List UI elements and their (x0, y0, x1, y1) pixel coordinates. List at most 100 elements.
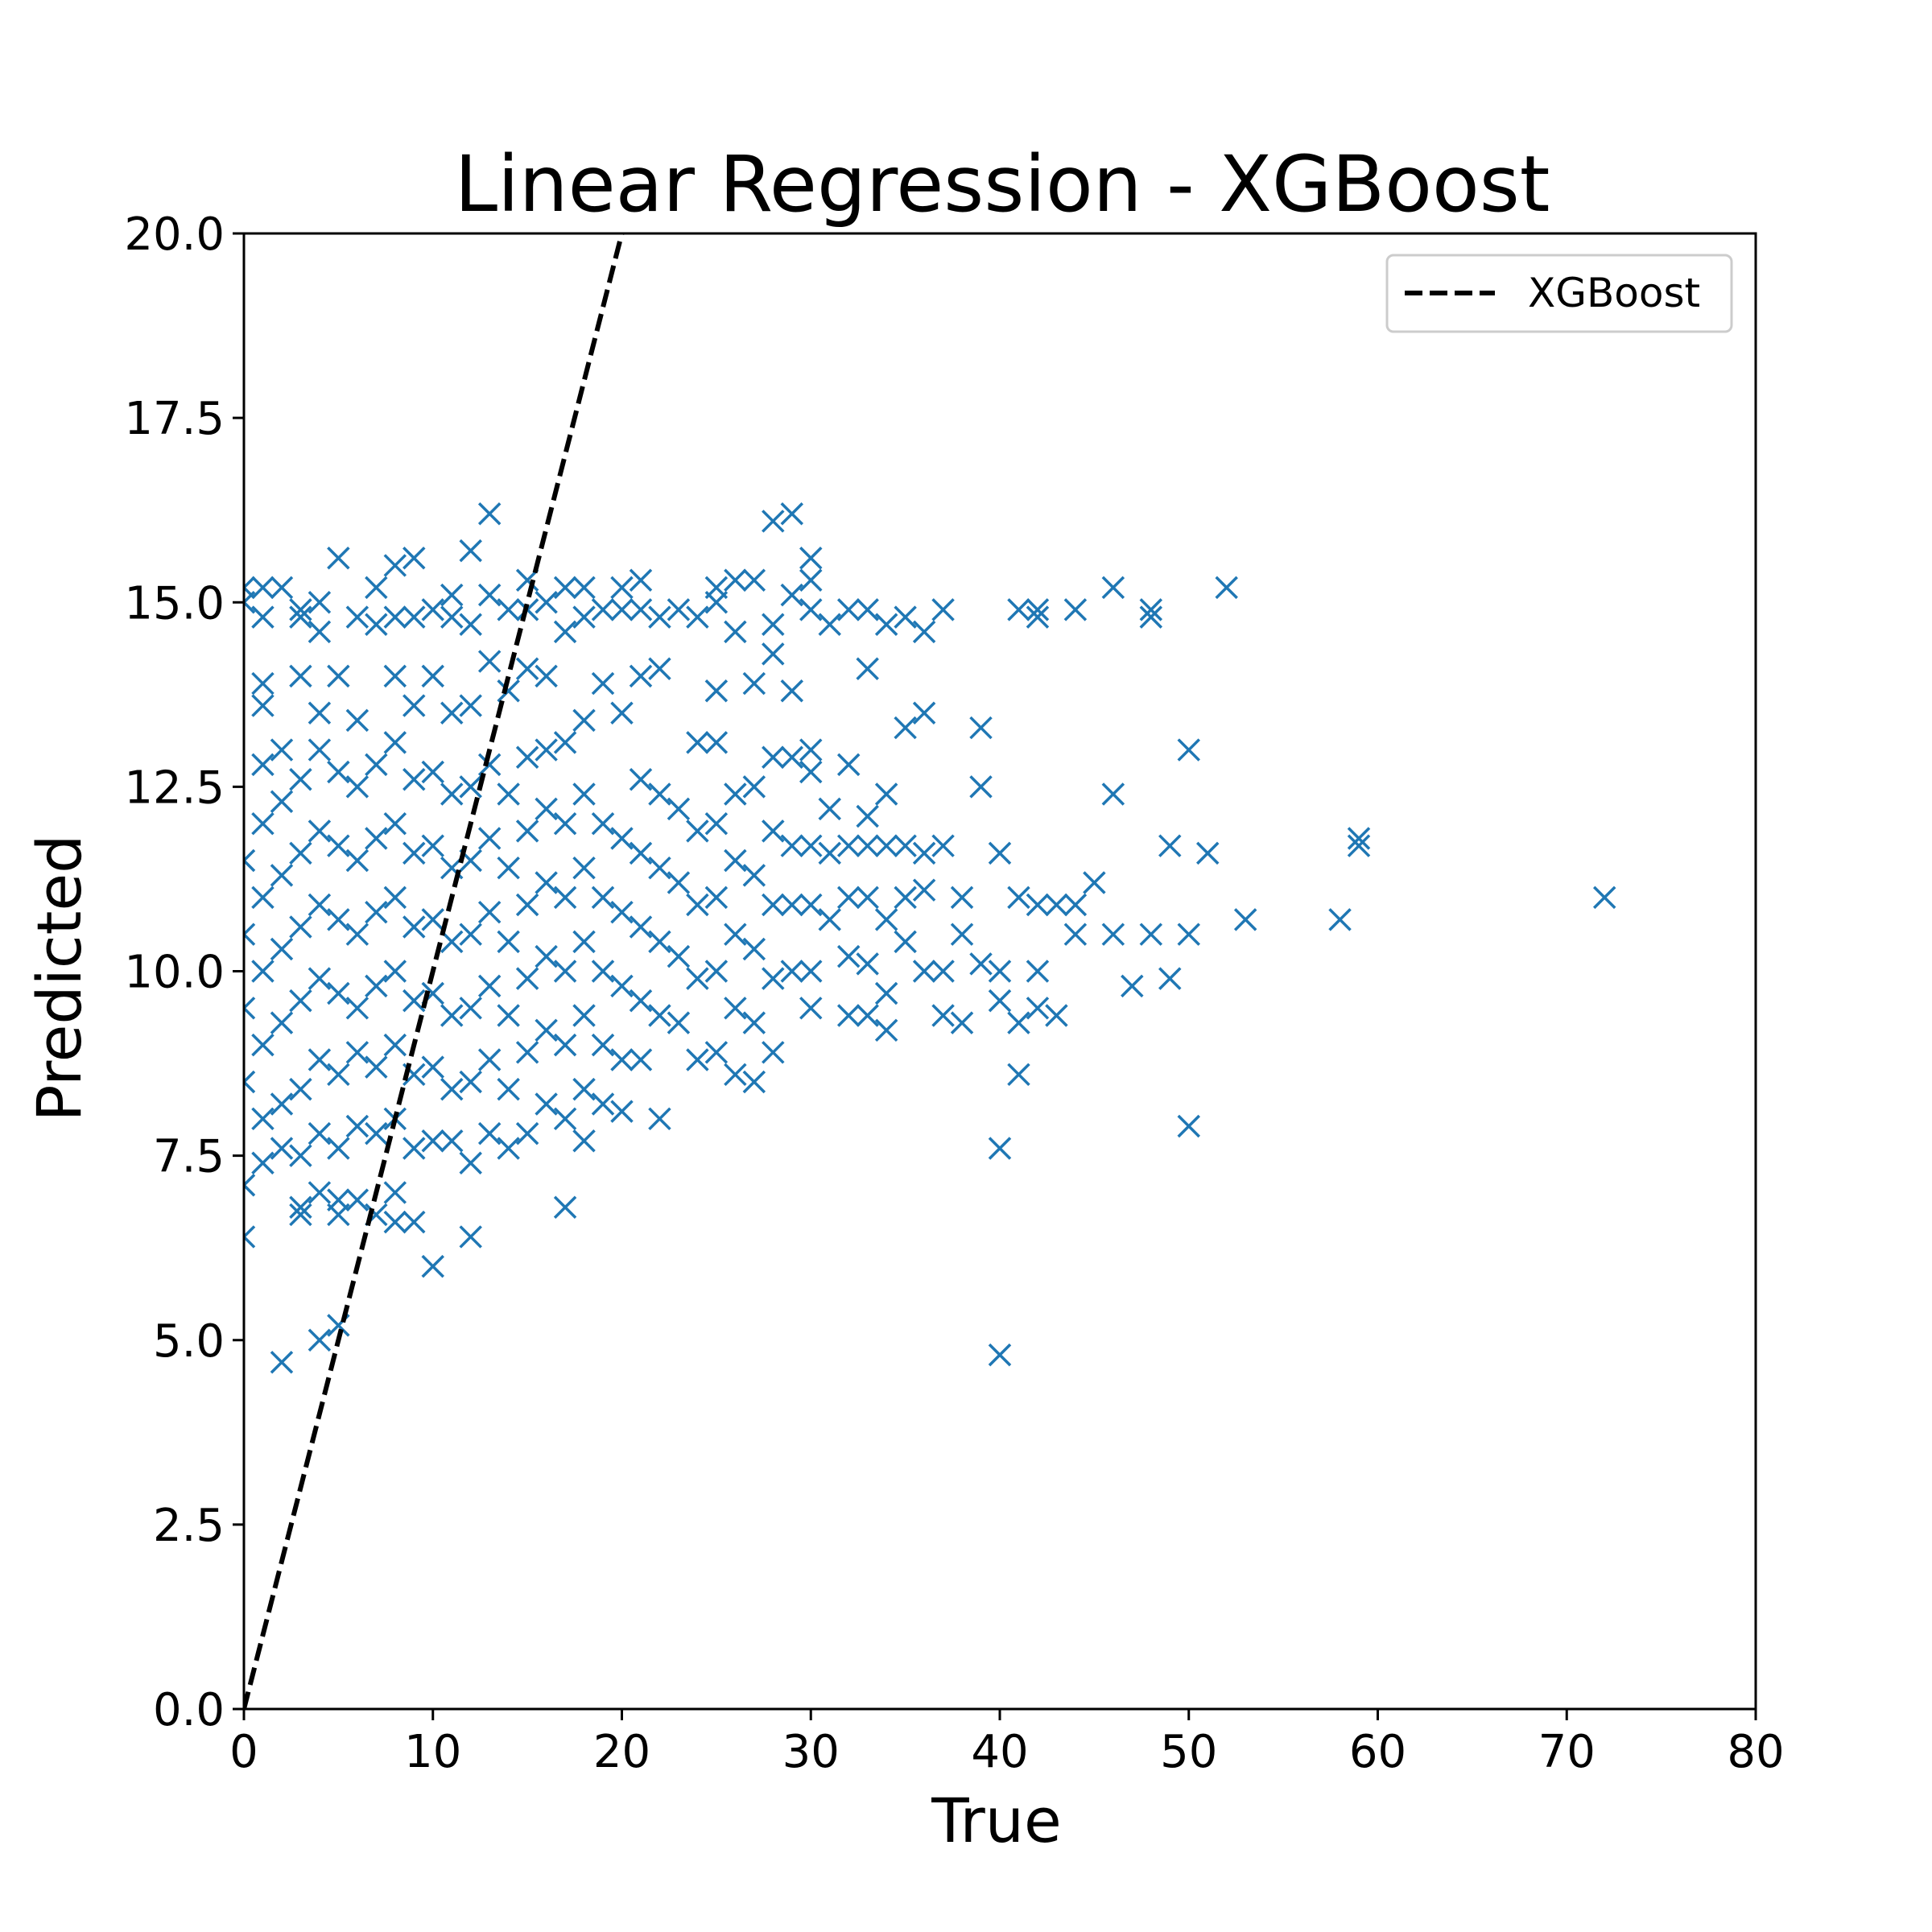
data-point (1139, 605, 1163, 629)
data-point (704, 1041, 729, 1064)
data-point-stroke (289, 1203, 312, 1227)
data-point-stroke (251, 694, 275, 717)
data-point (836, 1004, 861, 1027)
data-point (591, 1033, 615, 1057)
data-point (724, 848, 747, 873)
data-point-stroke (610, 974, 634, 998)
legend: XGBoost (1385, 254, 1733, 333)
data-point (477, 753, 502, 777)
data-point (535, 797, 558, 821)
data-point (553, 1033, 577, 1057)
data-point (308, 819, 332, 843)
data-point-stroke (402, 694, 426, 717)
data-point (327, 664, 350, 688)
data-point-stroke (950, 1011, 974, 1034)
data-point (1177, 738, 1200, 762)
data-point-stroke (477, 827, 502, 850)
data-point-stroke (459, 997, 482, 1020)
data-point (515, 1041, 539, 1064)
data-point (874, 613, 898, 636)
data-point (1026, 997, 1050, 1020)
data-point-stroke (244, 997, 256, 1010)
data-point-stroke (629, 841, 653, 865)
x-axis-ticks: 0 10 20 30 40 50 60 70 80 (229, 1709, 1785, 1778)
data-point-stroke (553, 886, 577, 910)
data-point (383, 1181, 407, 1204)
data-point-stroke (1347, 834, 1371, 857)
data-point-stroke (572, 1077, 596, 1101)
data-point (762, 1041, 785, 1064)
data-point (553, 1107, 577, 1131)
y-tick-label: 5.0 (153, 1315, 225, 1368)
data-point-stroke (244, 1225, 256, 1239)
data-point-stroke (421, 834, 444, 857)
data-point (251, 960, 275, 983)
legend-label: XGBoost (1528, 270, 1700, 316)
data-point (327, 547, 350, 570)
data-point-stroke (799, 834, 823, 857)
data-point-stroke (667, 871, 691, 894)
data-point (365, 613, 388, 636)
data-point (1158, 967, 1182, 990)
data-point (610, 576, 634, 600)
data-point-stroke (572, 1129, 596, 1153)
data-point (289, 767, 312, 791)
data-point (912, 701, 936, 724)
data-point-stroke (724, 848, 747, 873)
data-point-stroke (289, 598, 312, 621)
xgboost-line (244, 233, 625, 1709)
data-point-stroke (251, 1033, 275, 1057)
data-point (742, 864, 766, 887)
data-point-stroke (1139, 605, 1163, 629)
data-point-stroke (440, 583, 464, 607)
data-point (912, 960, 936, 983)
data-point (270, 937, 294, 961)
data-point-stroke (402, 1137, 426, 1160)
data-point-stroke (515, 657, 539, 680)
data-point-stroke (969, 952, 993, 976)
data-point-stroke (780, 679, 804, 703)
data-point-stroke (762, 510, 785, 533)
x-tick-label: 0 (229, 1726, 258, 1778)
data-point (762, 893, 785, 917)
data-point-stroke (836, 886, 861, 910)
data-point-stroke (969, 775, 993, 799)
data-point-stroke (629, 989, 653, 1013)
data-point-stroke (818, 613, 841, 636)
data-point (289, 915, 312, 939)
data-point (988, 960, 1012, 983)
data-point-stroke (497, 782, 520, 806)
data-point-stroke (894, 716, 917, 740)
data-point (535, 591, 558, 614)
data-point (553, 731, 577, 754)
data-point-stroke (931, 1004, 955, 1027)
data-point-stroke (780, 960, 804, 983)
data-point (440, 1004, 464, 1027)
data-point (251, 753, 275, 777)
data-point-stroke (440, 1129, 464, 1153)
data-point-stroke (1026, 605, 1050, 629)
data-point-stroke (515, 568, 539, 592)
data-point-stroke (629, 664, 653, 688)
data-point-stroke (686, 893, 709, 917)
data-point-stroke (1026, 960, 1050, 983)
data-point-stroke (365, 576, 388, 600)
data-point (402, 694, 426, 717)
data-point (459, 997, 482, 1020)
data-point (289, 1144, 312, 1167)
data-point (648, 605, 671, 629)
data-point-stroke (591, 960, 615, 983)
data-point-stroke (440, 782, 464, 806)
data-point (799, 598, 823, 621)
data-point-stroke (1121, 974, 1144, 998)
data-point (894, 716, 917, 740)
data-point-stroke (856, 598, 879, 621)
data-point-stroke (894, 930, 917, 954)
x-tick-label: 70 (1538, 1726, 1596, 1778)
data-point-stroke (780, 502, 804, 526)
data-point (251, 671, 275, 696)
data-point-stroke (535, 738, 558, 762)
data-point (308, 591, 332, 614)
data-point-stroke (345, 1041, 369, 1064)
data-point-stroke (440, 605, 464, 629)
